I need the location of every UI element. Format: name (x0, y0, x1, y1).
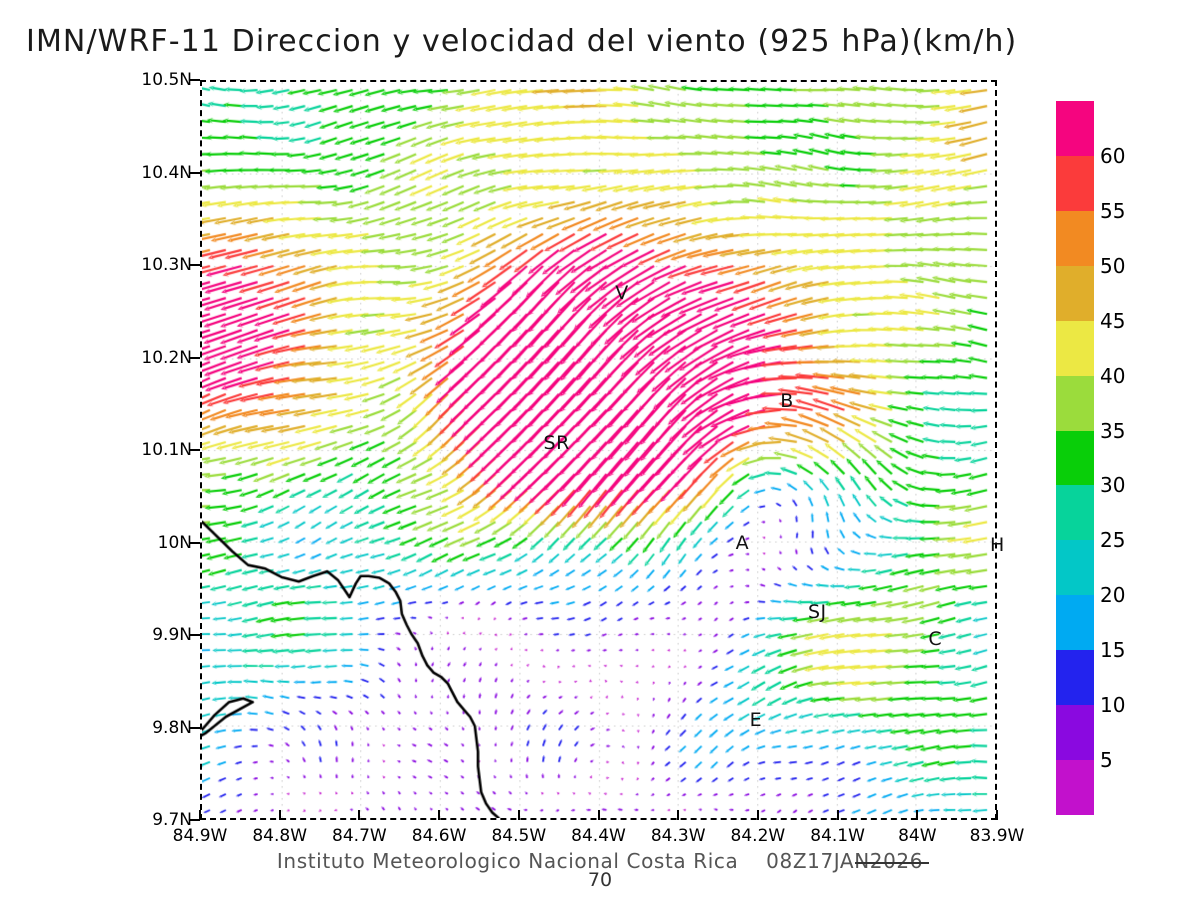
y-axis-tick-mark (190, 171, 200, 174)
coastline-layer (202, 82, 995, 818)
colorbar-tick-label: 60 (1100, 143, 1126, 168)
y-axis-tick-mark (190, 449, 200, 451)
colorbar-band (1056, 595, 1094, 651)
x-axis-tick-mark (836, 810, 839, 820)
x-axis-tick-mark (597, 810, 600, 820)
reference-scale-value: 70 (0, 869, 1200, 891)
x-axis-tick-label: 83.9W (969, 826, 1025, 846)
x-axis-tick-label: 84.9W (172, 826, 228, 846)
y-axis-tick-label: 10.2N (141, 347, 192, 368)
station-label-v: V (615, 281, 629, 304)
colorbar-band (1056, 101, 1094, 156)
y-axis-tick-label: 9.8N (152, 717, 192, 738)
x-axis-tick-label: 84.1W (810, 826, 865, 846)
colorbar-tick-labels: 60 55 50 45 40 35 30 25 20 15 10 5 (1100, 101, 1160, 815)
footer-credit: Instituto Meteorologico Nacional Costa R… (0, 849, 1200, 873)
colorbar-tick-label: 45 (1100, 308, 1126, 333)
y-axis-tick-label: 10.4N (141, 162, 192, 183)
y-axis-tick-mark (190, 726, 200, 729)
colorbar-band (1056, 155, 1094, 211)
y-axis-tick-mark (190, 541, 200, 544)
x-axis-tick-mark (278, 810, 281, 820)
reference-scale-bar (855, 862, 929, 864)
footer-timestamp: 08Z17JAN2026 (766, 849, 924, 873)
colorbar-band (1056, 375, 1094, 431)
x-axis-tick-mark (677, 810, 680, 820)
x-axis-tick-mark (517, 810, 520, 820)
colorbar-tick-label: 5 (1100, 748, 1113, 773)
y-axis-tick-label: 9.9N (152, 625, 192, 645)
y-axis-tick-mark (190, 356, 200, 359)
y-axis-tick-label: 10.5N (141, 70, 192, 90)
x-axis-tick-label: 84.4W (571, 826, 626, 846)
x-axis-tick-mark (916, 810, 919, 820)
colorbar-tick-label: 35 (1100, 418, 1126, 443)
map-plot-area: V SR B A H SJ C E (200, 80, 1005, 820)
x-axis-tick-mark (438, 810, 441, 820)
colorbar-tick-label: 40 (1100, 363, 1126, 388)
y-axis-tick-mark (190, 634, 200, 636)
y-axis-tick-label: 9.7N (152, 810, 192, 830)
speed-colorbar (1056, 101, 1094, 815)
station-labels-layer: V SR B A H SJ C E (202, 82, 1005, 818)
page-title: IMN/WRF-11 Direccion y velocidad del vie… (26, 24, 1018, 59)
colorbar-band (1056, 485, 1094, 541)
colorbar-tick-label: 30 (1100, 473, 1126, 498)
x-axis-tick-mark (358, 810, 361, 820)
colorbar-tick-label: 10 (1100, 693, 1126, 718)
colorbar-band (1056, 265, 1094, 321)
colorbar-band (1056, 320, 1094, 376)
y-axis-tick-label: 10.1N (141, 440, 192, 460)
station-label-sj: SJ (807, 601, 827, 624)
x-axis-tick-label: 84.5W (491, 826, 547, 846)
colorbar-band (1056, 650, 1094, 706)
colorbar-tick-label: 55 (1100, 198, 1126, 223)
y-axis-tick-mark (190, 79, 200, 81)
x-axis-tick-mark (996, 810, 998, 820)
x-axis-tick-label: 84.7W (332, 826, 387, 846)
colorbar-band (1056, 705, 1094, 761)
y-axis-tick-label: 10.3N (141, 255, 192, 275)
colorbar-band (1056, 210, 1094, 266)
station-label-h: H (989, 533, 1005, 556)
y-axis-tick-mark (190, 819, 200, 821)
colorbar-tick-label: 20 (1100, 583, 1126, 608)
x-axis-tick-mark (756, 810, 759, 820)
colorbar-tick-label: 25 (1100, 528, 1126, 553)
x-axis-tick-label: 84.8W (252, 826, 308, 846)
x-axis-tick-label: 84.3W (650, 826, 706, 846)
station-label-e: E (749, 709, 763, 732)
colorbar-band (1056, 760, 1094, 815)
x-axis-tick-mark (199, 810, 201, 820)
y-axis-tick-mark (190, 264, 200, 266)
colorbar-band (1056, 540, 1094, 596)
scale-value-text: 70 (587, 869, 613, 891)
station-label-a: A (735, 531, 750, 554)
colorbar-tick-label: 50 (1100, 253, 1126, 278)
colorbar-band (1056, 430, 1094, 486)
y-axis-tick-label: 10N (157, 532, 192, 553)
footer-institution: Instituto Meteorologico Nacional Costa R… (276, 849, 739, 873)
station-label-sr: SR (543, 431, 570, 454)
station-label-c: C (928, 627, 943, 650)
colorbar-tick-label: 15 (1100, 638, 1126, 663)
x-axis-tick-label: 84W (898, 826, 937, 846)
x-axis-tick-label: 84.2W (730, 826, 786, 846)
station-label-b: B (780, 390, 794, 413)
x-axis-tick-label: 84.6W (411, 826, 467, 846)
